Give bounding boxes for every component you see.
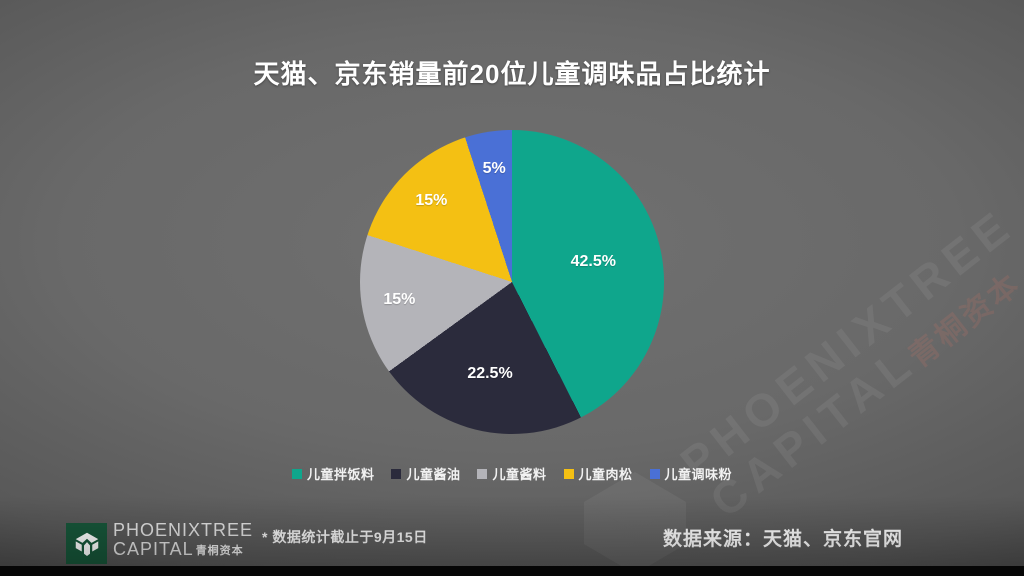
legend-item: 儿童调味粉 bbox=[649, 464, 733, 483]
brand-name-en-1: PHOENIXTREE bbox=[113, 520, 254, 540]
watermark-cn: 青桐资本 bbox=[903, 267, 1024, 375]
chart-legend: 儿童拌饭料 儿童酱油 儿童酱料 儿童肉松 儿童调味粉 bbox=[0, 464, 1024, 483]
legend-label: 儿童酱料 bbox=[492, 467, 547, 482]
pie-slice-label: 42.5% bbox=[570, 253, 616, 271]
bottom-black-bar bbox=[0, 566, 1024, 576]
pie-graphic bbox=[360, 130, 664, 434]
legend-item: 儿童酱料 bbox=[477, 464, 546, 483]
legend-label: 儿童肉松 bbox=[578, 467, 633, 482]
brand-text: PHOENIXTREE CAPITAL 青桐资本 bbox=[113, 520, 254, 560]
legend-item: 儿童肉松 bbox=[563, 464, 633, 483]
cube-logo-icon bbox=[75, 532, 98, 556]
phoenixtree-logo bbox=[66, 523, 107, 564]
data-source-text: 数据来源：天猫、京东官网 bbox=[663, 529, 904, 550]
legend-swatch-icon bbox=[649, 468, 660, 479]
legend-item: 儿童拌饭料 bbox=[291, 464, 375, 483]
chart-title: 天猫、京东销量前20位儿童调味品占比统计 bbox=[253, 59, 771, 89]
pie-slice-label: 15% bbox=[383, 290, 416, 308]
legend-swatch-icon bbox=[291, 468, 302, 479]
pie-slice-label: 22.5% bbox=[467, 364, 513, 382]
pie-slice-label: 15% bbox=[415, 192, 448, 210]
legend-label: 儿童调味粉 bbox=[664, 467, 733, 482]
legend-swatch-icon bbox=[477, 468, 488, 479]
pie-slice-label: 5% bbox=[482, 160, 506, 178]
watermark-line1: PHOENIXTREE bbox=[670, 198, 1024, 490]
legend-label: 儿童酱油 bbox=[406, 467, 461, 482]
legend-swatch-icon bbox=[391, 468, 402, 479]
data-cutoff-note: * 数据统计截止于9月15日 bbox=[262, 529, 428, 545]
legend-label: 儿童拌饭料 bbox=[306, 467, 375, 482]
brand-name-en-2: CAPITAL 青桐资本 bbox=[113, 539, 244, 560]
legend-swatch-icon bbox=[563, 468, 574, 479]
brand-name-cn: 青桐资本 bbox=[195, 545, 244, 557]
pie-chart: 42.5% 22.5% 15% 15% 5% bbox=[360, 130, 664, 434]
legend-item: 儿童酱油 bbox=[391, 464, 460, 483]
